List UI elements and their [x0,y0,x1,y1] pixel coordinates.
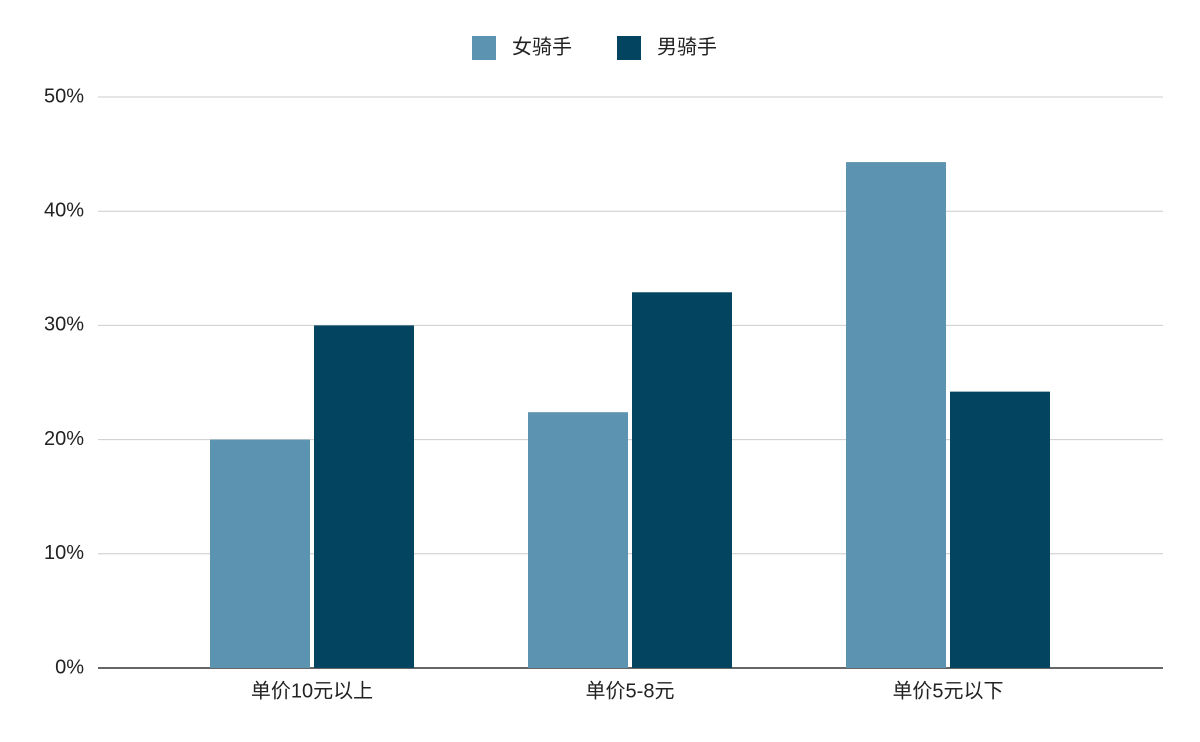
y-tick-label: 0% [55,656,84,678]
legend-label: 女骑手 [512,35,572,58]
y-tick-label: 20% [44,428,84,450]
x-tick-label: 单价5-8元 [586,679,675,702]
bar [314,325,414,668]
legend-swatch [617,36,641,60]
bar [528,412,628,668]
bar [210,439,310,668]
y-tick-label: 10% [44,542,84,564]
y-tick-label: 40% [44,199,84,221]
bar [632,292,732,668]
bar [846,162,946,668]
x-tick-label: 单价5元以下 [892,679,1003,702]
legend-swatch [472,36,496,60]
bar [950,391,1050,668]
legend-label: 男骑手 [657,35,717,58]
y-tick-label: 30% [44,314,84,336]
y-tick-label: 50% [44,85,84,107]
x-tick-label: 单价10元以上 [251,679,373,702]
